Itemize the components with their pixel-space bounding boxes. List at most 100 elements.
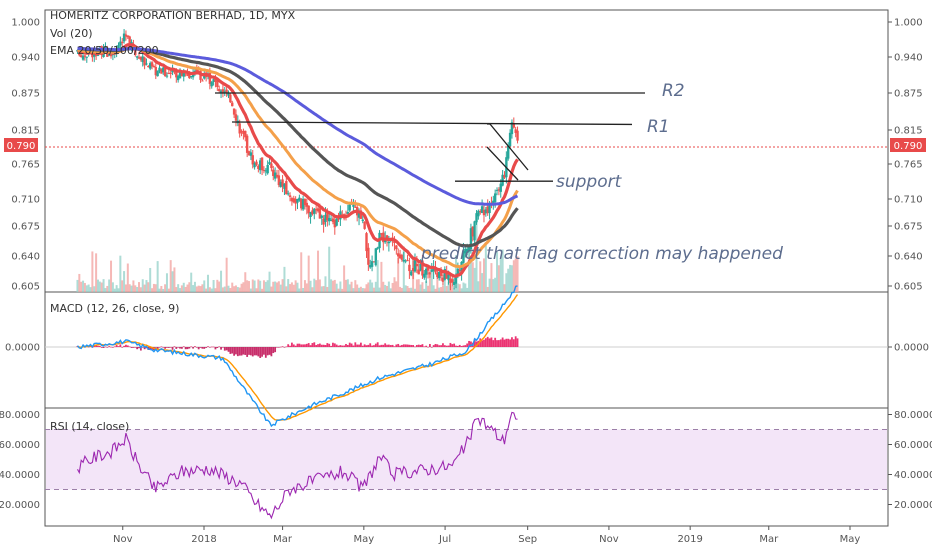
- volume-bar: [96, 279, 99, 292]
- volume-bar: [233, 286, 236, 292]
- trend-drawings[interactable]: [215, 92, 645, 182]
- volume-bar: [277, 281, 280, 292]
- candle-body: [396, 253, 400, 257]
- volume-bar: [238, 287, 241, 292]
- volume-bar: [246, 280, 249, 292]
- macd-histogram-bar: [141, 347, 144, 348]
- candle-body: [452, 281, 456, 285]
- volume-bar: [326, 286, 329, 292]
- macd-histogram-bar: [270, 347, 273, 357]
- volume-bar: [386, 285, 389, 292]
- candle-body: [288, 195, 292, 197]
- candle-body: [354, 206, 357, 208]
- volume-bar: [186, 284, 189, 292]
- volume-bar: [171, 271, 174, 292]
- candle-body: [175, 71, 178, 78]
- candle-body: [134, 47, 137, 55]
- annotation-r1[interactable]: R1: [647, 117, 670, 137]
- candle-body: [128, 36, 131, 48]
- candle-body: [313, 208, 316, 214]
- flag-line-lower[interactable]: [486, 146, 519, 181]
- annotation-note[interactable]: predict that flag correction may happene…: [420, 244, 783, 264]
- candle-body: [307, 205, 310, 214]
- volume-bar: [311, 287, 314, 292]
- volume-bar: [242, 282, 245, 292]
- candle-body: [508, 132, 512, 147]
- candle-body: [363, 221, 366, 229]
- volume-bar: [274, 281, 277, 292]
- candle-body: [497, 189, 501, 191]
- candle-body: [495, 189, 499, 191]
- volume-bar: [223, 286, 226, 292]
- volume-bar: [307, 255, 310, 292]
- macd-histogram-bar: [470, 341, 472, 347]
- macd-histogram-bar: [229, 347, 232, 354]
- volume-bar: [438, 287, 441, 292]
- macd-histogram-bar: [458, 344, 461, 347]
- macd-histogram-bar: [257, 347, 260, 357]
- candle-body: [503, 175, 506, 178]
- resistance-r1-line[interactable]: [231, 121, 633, 126]
- ema-20-line: [76, 43, 519, 278]
- flag-line-upper[interactable]: [489, 123, 529, 171]
- volume-bar: [132, 280, 135, 292]
- macd-histogram-bar: [227, 347, 230, 352]
- macd-histogram-bar: [421, 344, 424, 347]
- candle-body: [234, 114, 238, 121]
- macd-histogram-bar: [462, 345, 465, 347]
- macd-histogram-bar: [216, 347, 219, 349]
- candle-body: [124, 34, 128, 37]
- candle-body: [329, 220, 333, 222]
- macd-histogram-bar: [313, 342, 316, 347]
- macd-histogram-bar: [296, 343, 299, 347]
- macd-histogram-bar: [98, 346, 101, 347]
- volume-bar: [165, 273, 168, 292]
- macd-histogram-bar: [486, 336, 489, 347]
- volume-bar: [393, 277, 396, 292]
- annotation-support[interactable]: support: [556, 172, 623, 192]
- candle-body: [475, 213, 478, 223]
- candle-body: [109, 55, 113, 57]
- volume-bar: [104, 288, 107, 292]
- volume-bar: [440, 287, 443, 292]
- volume-bar: [464, 283, 467, 292]
- volume-bar: [430, 269, 433, 292]
- macd-histogram-bar: [102, 347, 105, 348]
- volume-bar: [371, 282, 374, 292]
- macd-histogram-bar: [492, 340, 495, 347]
- macd-histogram-bar: [100, 347, 103, 348]
- volume-bar: [259, 280, 262, 292]
- candle-body: [493, 193, 497, 203]
- macd-histogram-bar: [311, 343, 314, 347]
- macd-histogram-bar: [436, 344, 439, 347]
- macd-histogram-bar: [268, 347, 271, 355]
- macd-histogram-bar: [328, 343, 331, 347]
- candle-body: [290, 198, 294, 202]
- volume-bar: [199, 286, 202, 292]
- candle-body: [372, 261, 376, 263]
- macd-histogram-bar: [231, 347, 234, 354]
- x-tick-label: 2019: [677, 534, 702, 545]
- last-price-left: 0.790: [7, 141, 36, 152]
- volume-bar: [272, 281, 275, 292]
- candle-body: [477, 210, 480, 217]
- candle-body: [482, 210, 486, 216]
- candle-body: [331, 218, 335, 222]
- price-tick-left: 0.675: [11, 222, 40, 233]
- candle-body: [229, 94, 232, 103]
- volume-bar: [138, 282, 141, 292]
- candle-body: [301, 198, 305, 210]
- candle-body: [85, 56, 88, 58]
- x-tick-label: May: [353, 534, 374, 545]
- volume-bar: [102, 279, 105, 292]
- macd-histogram-bar: [401, 344, 403, 347]
- macd-histogram-bar: [497, 340, 500, 347]
- macd-histogram-bar: [246, 347, 249, 357]
- macd-histogram-bar: [412, 345, 415, 347]
- annotation-r2[interactable]: R2: [662, 81, 685, 101]
- price-tick-left: 0.875: [11, 89, 40, 100]
- volume-bar: [399, 286, 402, 292]
- candle-body: [268, 162, 271, 165]
- volume-bar: [175, 287, 178, 292]
